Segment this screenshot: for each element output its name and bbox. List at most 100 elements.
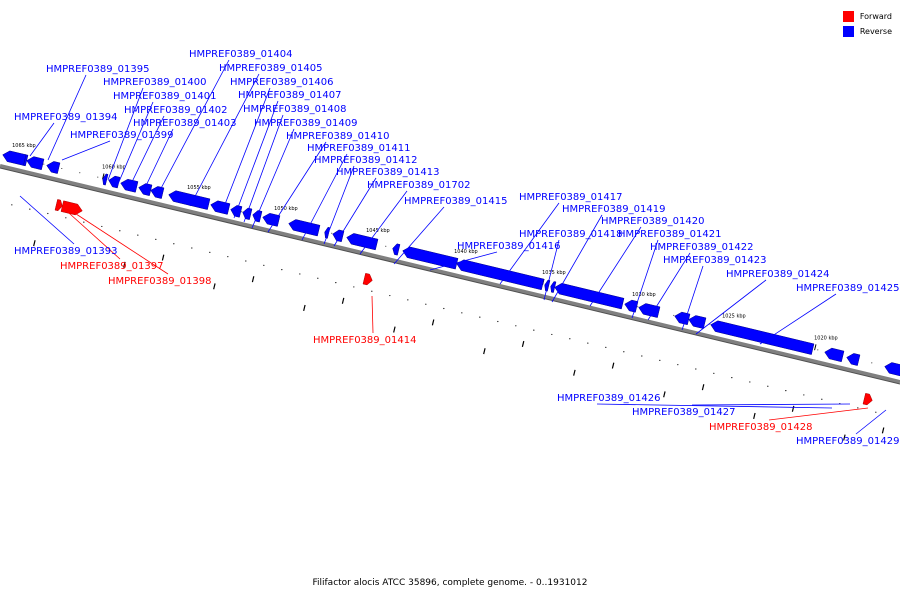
scale-minor-tick: [821, 398, 823, 400]
scale-major-tick: [123, 261, 126, 268]
gene-leader-HMPREF0389_01410: [267, 141, 327, 233]
gene-label-HMPREF0389_01412: HMPREF0389_01412: [314, 155, 417, 166]
scale-minor-tick: [97, 176, 99, 178]
gene-feature-HMPREF0389_01397: [54, 199, 63, 212]
scale-minor-tick: [263, 264, 265, 266]
scale-minor-tick: [245, 260, 247, 262]
scale-tick-label: 1050 kbp: [274, 206, 298, 212]
gene-feature-HMPREF0389_01427: [846, 353, 861, 366]
gene-label-HMPREF0389_01407: HMPREF0389_01407: [238, 90, 341, 101]
gene-leader-HMPREF0389_01418: [543, 239, 560, 301]
scale-minor-tick: [587, 342, 589, 344]
scale-major-tick: [881, 427, 885, 434]
gene-label-HMPREF0389_01408: HMPREF0389_01408: [243, 104, 346, 115]
gene-leader-HMPREF0389_01424: [695, 279, 767, 335]
scale-minor-tick: [11, 204, 13, 206]
gene-label-HMPREF0389_01422: HMPREF0389_01422: [650, 242, 753, 253]
scale-major-tick: [663, 391, 666, 398]
gene-label-HMPREF0389_01413: HMPREF0389_01413: [336, 167, 439, 178]
gene-leader-HMPREF0389_01420: [589, 226, 642, 307]
scale-minor-tick: [641, 355, 643, 357]
gene-label-HMPREF0389_01423: HMPREF0389_01423: [663, 255, 766, 266]
gene-feature-HMPREF0389_01425: [710, 320, 815, 355]
scale-tick-label: 1020 kbp: [814, 335, 838, 341]
scale-minor-tick: [317, 277, 319, 279]
legend-label-reverse: Reverse: [859, 27, 892, 36]
backbone-shadow: [0, 167, 900, 385]
gene-leader-HMPREF0389_01407: [233, 100, 279, 219]
gene-label-HMPREF0389_01402: HMPREF0389_01402: [124, 105, 227, 116]
gene-leader-HMPREF0389_01394: [29, 122, 55, 157]
gene-leader-HMPREF0389_01403: [143, 128, 174, 191]
gene-leader-HMPREF0389_01428: [768, 407, 869, 421]
gene-feature-HMPREF0389_01414: [362, 273, 373, 286]
gene-label-HMPREF0389_01415: HMPREF0389_01415: [404, 196, 507, 207]
scale-minor-tick: [331, 232, 333, 234]
legend: Forward Reverse: [842, 9, 892, 39]
gene-leader-HMPREF0389_01406: [221, 87, 271, 213]
gene-feature-HMPREF0389_01424: [688, 315, 707, 329]
scale-ruler: 1065 kbp 1060 kbp 1055 kbp 1050 kbp 1045 kbp…: [7, 143, 891, 441]
scale-major-tick: [701, 384, 705, 391]
gene-leader-HMPREF0389_01417: [499, 202, 560, 285]
gene-label-HMPREF0389_01428: HMPREF0389_01428: [709, 422, 812, 433]
gene-feature-HMPREF0389_01429: [884, 362, 900, 377]
gene-feature-HMPREF0389_01395: [26, 156, 45, 171]
scale-minor-tick: [767, 385, 769, 387]
scale-tick-label: 1045 kbp: [366, 228, 390, 234]
scale-minor-tick: [241, 211, 243, 213]
scale-minor-tick: [659, 359, 661, 361]
gene-labels: HMPREF0389_01393 HMPREF0389_01394 HMPREF03…: [14, 49, 899, 447]
scale-minor-tick: [857, 407, 859, 409]
scale-minor-tick: [551, 333, 553, 336]
gene-leader-HMPREF0389_01404: [157, 59, 230, 195]
gene-label-HMPREF0389_01409: HMPREF0389_01409: [254, 118, 357, 129]
gene-feature-HMPREF0389_01428: [862, 393, 873, 406]
gene-leader-HMPREF0389_01422: [647, 252, 691, 321]
scale-tick-label: 1030 kbp: [632, 292, 656, 298]
gene-leader-HMPREF0389_01415: [393, 206, 445, 265]
scale-minor-tick: [461, 312, 463, 314]
scale-minor-tick: [673, 314, 675, 316]
gene-feature-HMPREF0389_01410: [262, 213, 281, 227]
gene-label-HMPREF0389_01399: HMPREF0389_01399: [70, 130, 173, 141]
gene-feature-HMPREF0389_01702: [346, 233, 379, 251]
gene-label-HMPREF0389_01405: HMPREF0389_01405: [219, 63, 322, 74]
legend-swatch-reverse: [842, 26, 854, 37]
scale-minor-tick: [47, 212, 49, 215]
scale-minor-tick: [335, 281, 337, 284]
scale-minor-tick: [299, 273, 301, 275]
gene-leader-HMPREF0389_01702: [359, 190, 408, 255]
scale-minor-tick: [731, 377, 733, 379]
gene-leader-HMPREF0389_01425: [759, 293, 837, 345]
gene-leader-HMPREF0389_01409: [251, 128, 295, 229]
scale-minor-tick: [173, 243, 175, 245]
gene-leader-HMPREF0389_01393: [19, 195, 75, 245]
gene-features: [2, 150, 900, 406]
scale-major-tick: [303, 304, 306, 312]
gene-label-HMPREF0389_01403: HMPREF0389_01403: [133, 118, 236, 129]
gene-leader-lines: [19, 59, 887, 435]
scale-minor-tick: [407, 299, 409, 301]
gene-leader-HMPREF0389_01421: [631, 239, 659, 319]
scale-tick-label: 1060 kbp: [102, 165, 126, 171]
gene-label-HMPREF0389_01401: HMPREF0389_01401: [113, 91, 216, 102]
gene-label-HMPREF0389_01397: HMPREF0389_01397: [60, 261, 163, 272]
scale-minor-tick: [677, 364, 679, 366]
scale-major-tick: [431, 319, 435, 326]
scale-minor-tick: [371, 290, 373, 292]
genome-caption: Filifactor alocis ATCC 35896, complete g…: [312, 578, 588, 588]
scale-minor-tick: [353, 286, 355, 288]
scale-minor-tick: [623, 351, 625, 353]
gene-label-HMPREF0389_01421: HMPREF0389_01421: [618, 229, 721, 240]
scale-major-tick: [753, 412, 756, 420]
scale-minor-tick: [875, 411, 877, 413]
scale-minor-tick: [533, 329, 535, 331]
scale-minor-tick: [695, 368, 697, 370]
gene-label-HMPREF0389_01429: HMPREF0389_01429: [796, 436, 899, 447]
scale-major-tick: [251, 276, 255, 283]
scale-tick-label: 1040 kbp: [454, 249, 478, 255]
gene-leader-HMPREF0389_01399: [61, 140, 111, 161]
gene-label-HMPREF0389_01418: HMPREF0389_01418: [519, 229, 622, 240]
scale-tick-label: 1035 kbp: [542, 270, 566, 276]
